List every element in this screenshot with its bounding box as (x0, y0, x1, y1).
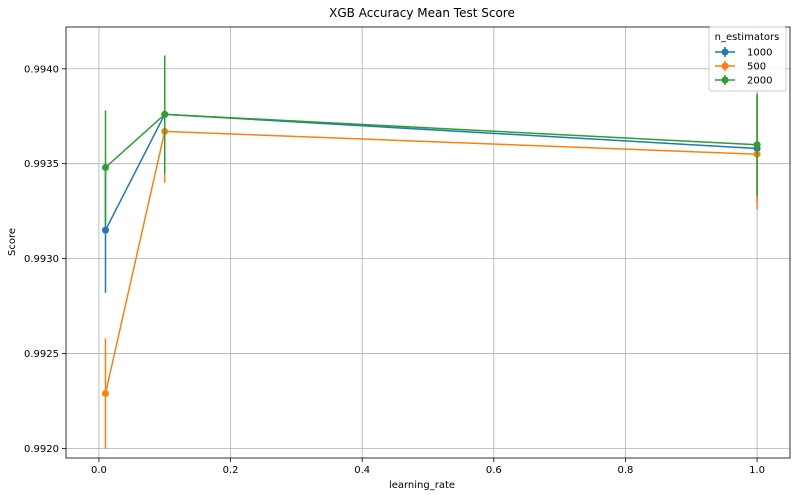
x-axis: 0.0 0.2 0.4 0.6 0.8 1.0 (91, 458, 765, 476)
series-line (104, 130, 758, 394)
legend-label: 500 (747, 62, 766, 73)
x-tick-label: 0.6 (486, 465, 502, 476)
y-tick-label: 0.9930 (24, 254, 59, 265)
series-1000 (101, 55, 761, 293)
x-tick-label: 1.0 (749, 465, 765, 476)
legend-entry: 1000 (715, 47, 772, 59)
series-2000 (101, 55, 761, 225)
y-tick-label: 0.9925 (24, 349, 59, 360)
legend-label: 1000 (747, 48, 772, 59)
legend-entries: 1000 500 2000 (715, 47, 772, 87)
y-tick-label: 0.9940 (24, 64, 59, 75)
legend-title: n_estimators (715, 32, 780, 43)
y-tick-label: 0.9920 (24, 444, 59, 455)
series-line (104, 113, 758, 231)
plot-frame (65, 26, 791, 459)
legend-box (708, 26, 787, 92)
x-tick-label: 0.8 (618, 465, 634, 476)
x-tick-label: 0.2 (223, 465, 239, 476)
legend-label: 2000 (747, 76, 772, 87)
y-axis-label: Score (7, 228, 18, 256)
data-point (101, 389, 109, 397)
legend-entry: 500 (715, 61, 766, 73)
x-tick-label: 0.4 (354, 465, 370, 476)
series-layer (101, 55, 761, 449)
legend: n_estimators 1000 500 2000 (708, 26, 787, 92)
legend-marker (721, 62, 729, 70)
data-point (753, 141, 761, 149)
y-tick-label: 0.9935 (24, 159, 59, 170)
grid-lines (66, 27, 790, 458)
series-500 (101, 80, 761, 449)
legend-marker (721, 48, 729, 56)
data-point (101, 226, 109, 234)
y-axis: 0.9920 0.9925 0.9930 0.9935 0.9940 (24, 64, 66, 455)
x-tick-label: 0.0 (91, 465, 107, 476)
x-axis-label: learning_rate (389, 480, 455, 491)
chart-title: XGB Accuracy Mean Test Score (329, 6, 515, 20)
data-point (101, 164, 109, 172)
legend-marker (721, 76, 729, 84)
data-point (161, 110, 169, 118)
legend-entry: 2000 (715, 75, 772, 87)
series-line (104, 113, 758, 169)
